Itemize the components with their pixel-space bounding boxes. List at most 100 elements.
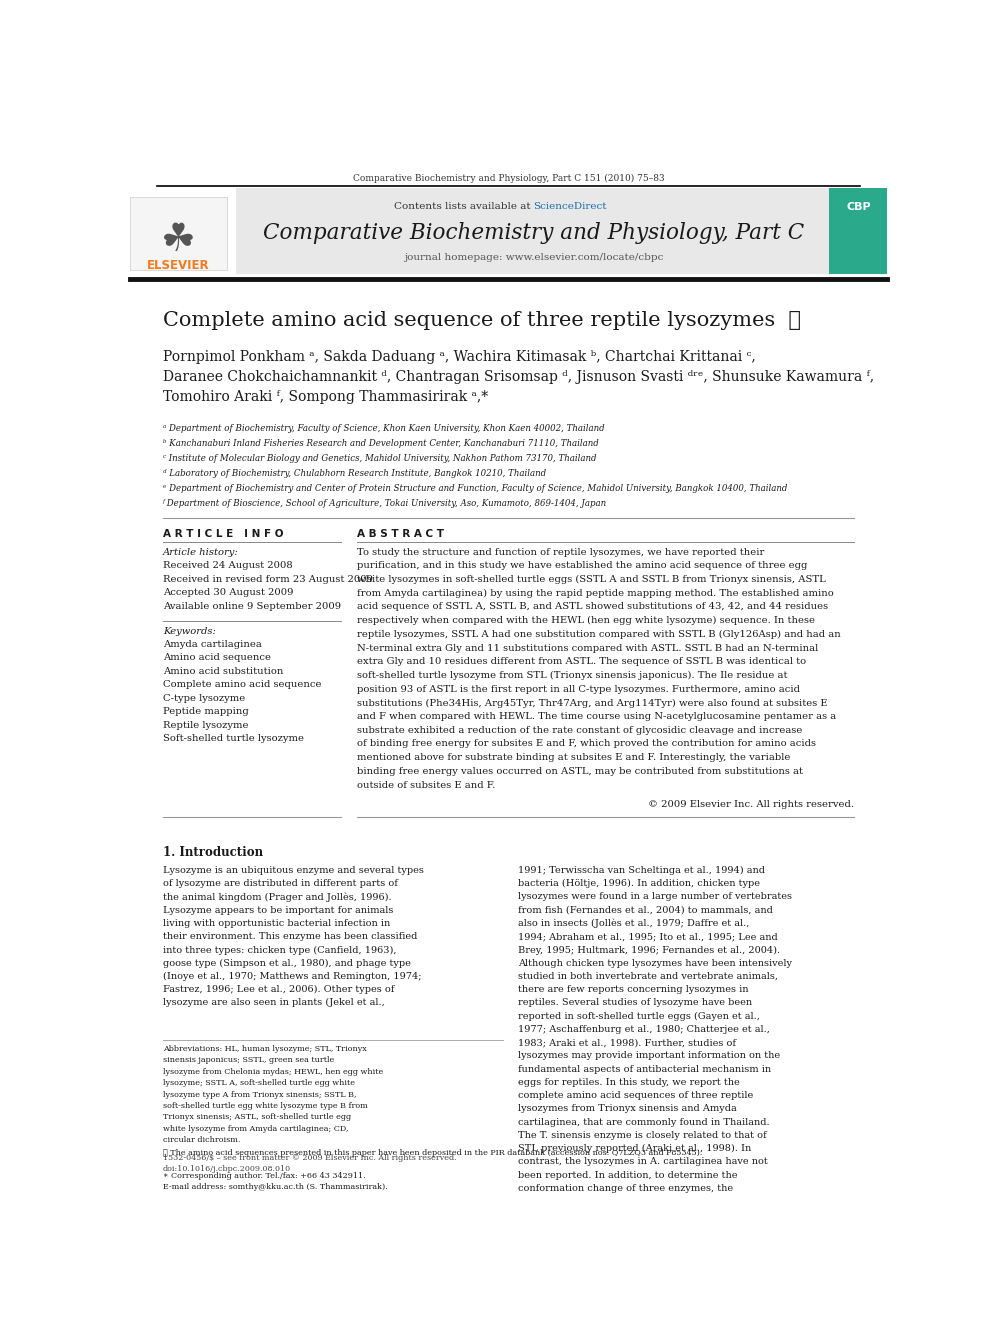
Text: ᵇ Kanchanaburi Inland Fisheries Research and Development Center, Kanchanaburi 71: ᵇ Kanchanaburi Inland Fisheries Research… [163,439,598,447]
Text: 1. Introduction: 1. Introduction [163,845,263,859]
Text: Amyda cartilaginea: Amyda cartilaginea [163,640,262,650]
Text: Peptide mapping: Peptide mapping [163,708,249,716]
Text: circular dichroism.: circular dichroism. [163,1136,240,1144]
FancyBboxPatch shape [130,197,227,270]
Text: 1991; Terwisscha van Scheltinga et al., 1994) and: 1991; Terwisscha van Scheltinga et al., … [519,867,766,875]
Text: of lysozyme are distributed in different parts of: of lysozyme are distributed in different… [163,880,398,888]
Text: purification, and in this study we have established the amino acid sequence of t: purification, and in this study we have … [356,561,806,570]
Text: of binding free energy for subsites E and F, which proved the contribution for a: of binding free energy for subsites E an… [356,740,815,749]
Text: Trionyx sinensis; ASTL, soft-shelled turtle egg: Trionyx sinensis; ASTL, soft-shelled tur… [163,1114,351,1122]
Text: ᵈ Laboratory of Biochemistry, Chulabhorn Research Institute, Bangkok 10210, Thai: ᵈ Laboratory of Biochemistry, Chulabhorn… [163,468,546,478]
Text: Received in revised form 23 August 2009: Received in revised form 23 August 2009 [163,574,373,583]
Text: Lysozyme is an ubiquitous enzyme and several types: Lysozyme is an ubiquitous enzyme and sev… [163,867,424,875]
Text: and F when compared with HEWL. The time course using N-acetylglucosamine pentame: and F when compared with HEWL. The time … [356,712,835,721]
Text: 1532-0456/$ – see front matter © 2009 Elsevier Inc. All rights reserved.: 1532-0456/$ – see front matter © 2009 El… [163,1155,456,1163]
Text: 1977; Aschaffenburg et al., 1980; Chatterjee et al.,: 1977; Aschaffenburg et al., 1980; Chatte… [519,1025,771,1033]
Text: lysozyme are also seen in plants (Jekel et al.,: lysozyme are also seen in plants (Jekel … [163,999,385,1008]
Text: Complete amino acid sequence: Complete amino acid sequence [163,680,321,689]
Text: also in insects (Jollès et al., 1979; Daffre et al.,: also in insects (Jollès et al., 1979; Da… [519,919,750,929]
Text: into three types: chicken type (Canfield, 1963),: into three types: chicken type (Canfield… [163,946,396,954]
Text: Amino acid substitution: Amino acid substitution [163,667,283,676]
Text: lysozymes were found in a large number of vertebrates: lysozymes were found in a large number o… [519,893,793,901]
Text: © 2009 Elsevier Inc. All rights reserved.: © 2009 Elsevier Inc. All rights reserved… [648,799,854,808]
Text: C-type lysozyme: C-type lysozyme [163,693,245,703]
Text: from fish (Fernandes et al., 2004) to mammals, and: from fish (Fernandes et al., 2004) to ma… [519,906,774,914]
Text: Available online 9 September 2009: Available online 9 September 2009 [163,602,341,610]
Text: bacteria (Höltje, 1996). In addition, chicken type: bacteria (Höltje, 1996). In addition, ch… [519,880,761,888]
Text: from Amyda cartilaginea) by using the rapid peptide mapping method. The establis: from Amyda cartilaginea) by using the ra… [356,589,833,598]
Text: Comparative Biochemistry and Physiology, Part C 151 (2010) 75–83: Comparative Biochemistry and Physiology,… [352,175,665,184]
Text: ScienceDirect: ScienceDirect [534,202,607,210]
Text: outside of subsites E and F.: outside of subsites E and F. [356,781,495,790]
Text: lysozyme type A from Trionyx sinensis; SSTL B,: lysozyme type A from Trionyx sinensis; S… [163,1090,356,1098]
Text: ᶠ Department of Bioscience, School of Agriculture, Tokai University, Aso, Kumamo: ᶠ Department of Bioscience, School of Ag… [163,499,607,508]
Text: Although chicken type lysozymes have been intensively: Although chicken type lysozymes have bee… [519,959,793,967]
Text: Article history:: Article history: [163,548,238,557]
Text: Accepted 30 August 2009: Accepted 30 August 2009 [163,587,294,597]
Text: respectively when compared with the HEWL (hen egg white lysozyme) sequence. In t: respectively when compared with the HEWL… [356,617,814,626]
Text: fundamental aspects of antibacterial mechanism in: fundamental aspects of antibacterial mec… [519,1065,772,1073]
Text: lysozymes may provide important information on the: lysozymes may provide important informat… [519,1052,781,1060]
Text: ᶜ Institute of Molecular Biology and Genetics, Mahidol University, Nakhon Pathom: ᶜ Institute of Molecular Biology and Gen… [163,454,596,463]
Text: Reptile lysozyme: Reptile lysozyme [163,721,248,730]
Text: lysozyme from Chelonia mydas; HEWL, hen egg white: lysozyme from Chelonia mydas; HEWL, hen … [163,1068,383,1076]
Text: mentioned above for substrate binding at subsites E and F. Interestingly, the va: mentioned above for substrate binding at… [356,753,790,762]
Text: ∗ Corresponding author. Tel./fax: +66 43 342911.: ∗ Corresponding author. Tel./fax: +66 43… [163,1172,365,1180]
Text: Received 24 August 2008: Received 24 August 2008 [163,561,293,570]
Text: Abbreviations: HL, human lysozyme; STL, Trionyx: Abbreviations: HL, human lysozyme; STL, … [163,1045,366,1053]
Text: there are few reports concerning lysozymes in: there are few reports concerning lysozym… [519,986,749,994]
Text: Tomohiro Araki ᶠ, Sompong Thammasirirak ᵃ,*: Tomohiro Araki ᶠ, Sompong Thammasirirak … [163,390,488,404]
Text: substrate exhibited a reduction of the rate constant of glycosidic cleavage and : substrate exhibited a reduction of the r… [356,726,802,734]
Text: Comparative Biochemistry and Physiology, Part C: Comparative Biochemistry and Physiology,… [263,222,805,243]
Text: Contents lists available at: Contents lists available at [394,202,534,210]
Text: reptiles. Several studies of lysozyme have been: reptiles. Several studies of lysozyme ha… [519,999,753,1007]
Text: Amino acid sequence: Amino acid sequence [163,654,271,663]
Text: Brey, 1995; Hultmark, 1996; Fernandes et al., 2004).: Brey, 1995; Hultmark, 1996; Fernandes et… [519,946,781,954]
Text: living with opportunistic bacterial infection in: living with opportunistic bacterial infe… [163,919,390,927]
Text: CBP: CBP [846,201,871,212]
Text: the animal kingdom (Prager and Jollès, 1996).: the animal kingdom (Prager and Jollès, 1… [163,893,392,902]
Text: complete amino acid sequences of three reptile: complete amino acid sequences of three r… [519,1091,754,1101]
Text: white lysozyme from Amyda cartilaginea; CD,: white lysozyme from Amyda cartilaginea; … [163,1125,348,1132]
Text: To study the structure and function of reptile lysozymes, we have reported their: To study the structure and function of r… [356,548,764,557]
Text: sinensis japonicus; SSTL, green sea turtle: sinensis japonicus; SSTL, green sea turt… [163,1057,334,1065]
Text: binding free energy values occurred on ASTL, may be contributed from substitutio: binding free energy values occurred on A… [356,767,803,775]
Text: extra Gly and 10 residues different from ASTL. The sequence of SSTL B was identi: extra Gly and 10 residues different from… [356,658,806,667]
Text: Keywords:: Keywords: [163,627,215,635]
Text: lysozymes from Trionyx sinensis and Amyda: lysozymes from Trionyx sinensis and Amyd… [519,1105,737,1114]
Text: STL previously reported (Araki et al., 1998). In: STL previously reported (Araki et al., 1… [519,1144,752,1154]
Text: Pornpimol Ponkham ᵃ, Sakda Daduang ᵃ, Wachira Kitimasak ᵇ, Chartchai Krittanai ᶜ: Pornpimol Ponkham ᵃ, Sakda Daduang ᵃ, Wa… [163,349,756,364]
Text: ᵃ Department of Biochemistry, Faculty of Science, Khon Kaen University, Khon Kae: ᵃ Department of Biochemistry, Faculty of… [163,423,604,433]
Text: ᵉ Department of Biochemistry and Center of Protein Structure and Function, Facul: ᵉ Department of Biochemistry and Center … [163,484,787,492]
Text: E-mail address: somthy@kku.ac.th (S. Thammasirirak).: E-mail address: somthy@kku.ac.th (S. Tha… [163,1183,388,1191]
Text: soft-shelled turtle lysozyme from STL (Trionyx sinensis japonicus). The Ile resi: soft-shelled turtle lysozyme from STL (T… [356,671,787,680]
Text: eggs for reptiles. In this study, we report the: eggs for reptiles. In this study, we rep… [519,1078,740,1086]
Text: Fastrez, 1996; Lee et al., 2006). Other types of: Fastrez, 1996; Lee et al., 2006). Other … [163,986,394,995]
Text: studied in both invertebrate and vertebrate animals,: studied in both invertebrate and vertebr… [519,972,779,980]
FancyBboxPatch shape [236,188,831,274]
Text: A B S T R A C T: A B S T R A C T [356,529,443,540]
Text: their environment. This enzyme has been classified: their environment. This enzyme has been … [163,933,417,941]
Text: Complete amino acid sequence of three reptile lysozymes  ☆: Complete amino acid sequence of three re… [163,311,801,331]
Text: conformation change of three enzymes, the: conformation change of three enzymes, th… [519,1184,734,1193]
Text: cartilaginea, that are commonly found in Thailand.: cartilaginea, that are commonly found in… [519,1118,770,1127]
Text: lysozyme; SSTL A, soft-shelled turtle egg white: lysozyme; SSTL A, soft-shelled turtle eg… [163,1080,355,1088]
Text: contrast, the lysozymes in A. cartilaginea have not: contrast, the lysozymes in A. cartilagin… [519,1158,768,1167]
Text: A R T I C L E   I N F O: A R T I C L E I N F O [163,529,284,540]
Text: 1983; Araki et al., 1998). Further, studies of: 1983; Araki et al., 1998). Further, stud… [519,1039,736,1046]
Text: Daranee Chokchaichamnankit ᵈ, Chantragan Srisomsap ᵈ, Jisnuson Svasti ᵈʳᵉ, Shuns: Daranee Chokchaichamnankit ᵈ, Chantragan… [163,369,874,384]
Text: acid sequence of SSTL A, SSTL B, and ASTL showed substitutions of 43, 42, and 44: acid sequence of SSTL A, SSTL B, and AST… [356,602,827,611]
FancyBboxPatch shape [829,188,888,274]
Text: position 93 of ASTL is the first report in all C-type lysozymes. Furthermore, am: position 93 of ASTL is the first report … [356,685,800,693]
Text: ELSEVIER: ELSEVIER [147,258,209,271]
Text: white lysozymes in soft-shelled turtle eggs (SSTL A and SSTL B from Trionyx sine: white lysozymes in soft-shelled turtle e… [356,576,825,585]
Text: N-terminal extra Gly and 11 substitutions compared with ASTL. SSTL B had an N-te: N-terminal extra Gly and 11 substitution… [356,643,817,652]
Text: The T. sinensis enzyme is closely related to that of: The T. sinensis enzyme is closely relate… [519,1131,767,1140]
Text: ☘: ☘ [161,221,195,258]
Text: been reported. In addition, to determine the: been reported. In addition, to determine… [519,1171,738,1180]
Text: soft-shelled turtle egg white lysozyme type B from: soft-shelled turtle egg white lysozyme t… [163,1102,367,1110]
Text: goose type (Simpson et al., 1980), and phage type: goose type (Simpson et al., 1980), and p… [163,959,411,967]
Text: reported in soft-shelled turtle eggs (Gayen et al.,: reported in soft-shelled turtle eggs (Ga… [519,1012,760,1021]
Text: substitutions (Phe34His, Arg45Tyr, Thr47Arg, and Arg114Tyr) were also found at s: substitutions (Phe34His, Arg45Tyr, Thr47… [356,699,827,708]
Text: doi:10.1016/j.cbpc.2009.08.010: doi:10.1016/j.cbpc.2009.08.010 [163,1166,291,1174]
